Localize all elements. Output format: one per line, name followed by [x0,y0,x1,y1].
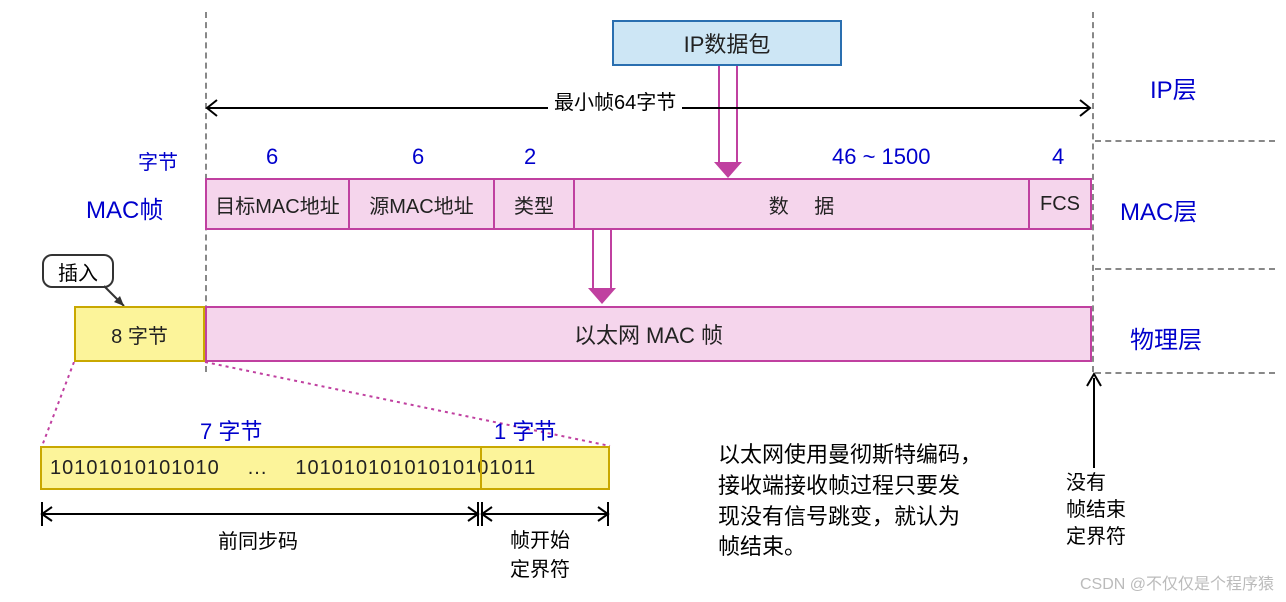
preamble-insert-bytes: 8 字节 [111,320,168,349]
bits-left: 10101010101010 [50,457,220,480]
right-note: 没有 帧结束 定界符 [1066,470,1126,551]
field-dest-mac: 目标MAC地址 [205,178,350,230]
bytes-fcs: 4 [1052,144,1064,170]
preamble-insert-box: 8 字节 [74,306,205,362]
ip-packet-box: IP数据包 [612,20,842,66]
layer-label-phy: 物理层 [1130,320,1202,355]
arrow-mac-to-frame [590,230,614,304]
bits-right1: 101010101010 [295,457,440,480]
bytes-dest: 6 [266,144,278,170]
preamble-7bytes: 7 字节 [200,414,262,446]
layer-label-ip: IP层 [1150,70,1197,105]
ethernet-frame-box: 以太网 MAC 帧 [205,306,1092,362]
bytes-data: 46 ~ 1500 [832,144,930,170]
preamble-label-right: 帧开始 定界符 [510,524,570,582]
field-fcs: FCS [1030,178,1092,230]
bytes-type: 2 [524,144,536,170]
field-type: 类型 [495,178,575,230]
layer-sep-3 [1095,372,1275,374]
preamble-1byte: 1 字节 [494,414,556,446]
layer-sep-1 [1095,140,1275,142]
ip-packet-label: IP数据包 [684,27,771,59]
bytes-src: 6 [412,144,424,170]
byte-header: 字节 [138,146,178,175]
ethernet-frame-diagram: IP层 MAC层 物理层 IP数据包 最小帧64字节 字节 6 6 2 46 ~… [0,0,1286,602]
preamble-label-left: 前同步码 [218,525,298,554]
preamble-detail-divider [480,446,482,490]
mac-fields-row: 目标MAC地址 源MAC地址 类型 数 据 FCS [205,178,1092,230]
field-data: 数 据 [575,178,1030,230]
description-text: 以太网使用曼彻斯特编码， 接收端接收帧过程只要发 现没有信号跳变，就认为 帧结束… [718,440,982,563]
layer-sep-2 [1095,268,1275,270]
min-frame-label: 最小帧64字节 [548,86,682,115]
field-src-mac: 源MAC地址 [350,178,495,230]
guide-right [1092,12,1094,372]
ethernet-frame-label: 以太网 MAC 帧 [574,318,723,350]
preamble-detail-box: 10101010101010 ... 10101010101010101011 [40,446,610,490]
bits-right2: 10101011 [441,457,537,480]
arrow-ip-to-data [716,66,740,178]
bits-dots: ... [248,457,268,480]
end-arrow [1084,370,1104,470]
mac-frame-left-label: MAC帧 [86,190,163,225]
watermark: CSDN @不仅仅是个程序猿 [1080,570,1274,594]
layer-label-mac: MAC层 [1120,192,1197,227]
